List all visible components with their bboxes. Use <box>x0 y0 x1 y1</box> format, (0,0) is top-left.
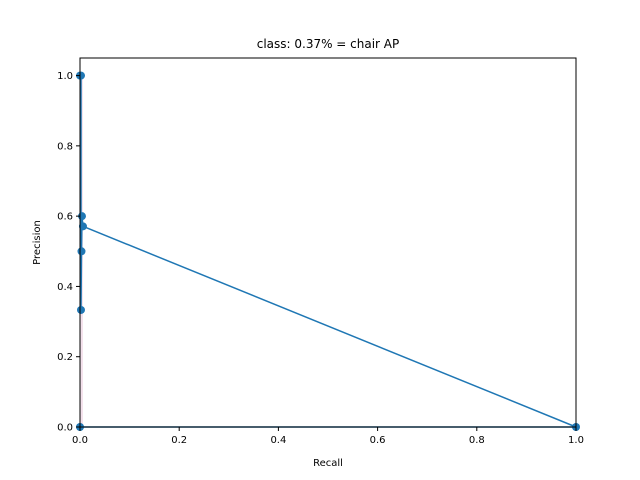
y-tick-label: 0.8 <box>57 141 73 152</box>
pr-point <box>76 71 85 80</box>
x-axis-label: Recall <box>313 458 343 469</box>
pr-line <box>80 74 577 428</box>
x-tick-label: 0.8 <box>469 435 485 446</box>
y-axis-label: Precision <box>32 220 43 265</box>
x-tick-label: 0.2 <box>171 435 187 446</box>
pr-point <box>78 222 87 231</box>
plot-frame <box>79 57 577 428</box>
pr-series <box>76 71 580 431</box>
pr-point <box>77 247 86 256</box>
y-tick-label: 1.0 <box>57 71 73 82</box>
chart-title: class: 0.37% = chair AP <box>257 37 400 51</box>
pr-point <box>76 305 85 314</box>
x-tick-label: 0.0 <box>72 435 88 446</box>
y-tick-label: 0.4 <box>57 282 73 293</box>
x-axis-ticks: 0.0 0.2 0.4 0.6 0.8 1.0 <box>72 427 584 446</box>
x-tick-label: 0.4 <box>270 435 286 446</box>
x-tick-label: 0.6 <box>370 435 386 446</box>
y-axis-ticks: 0.0 0.2 0.4 0.6 0.8 1.0 <box>57 71 80 434</box>
y-tick-label: 0.0 <box>57 423 73 434</box>
y-tick-label: 0.6 <box>57 212 73 223</box>
y-tick-label: 0.2 <box>57 352 73 363</box>
x-tick-label: 1.0 <box>568 435 584 446</box>
